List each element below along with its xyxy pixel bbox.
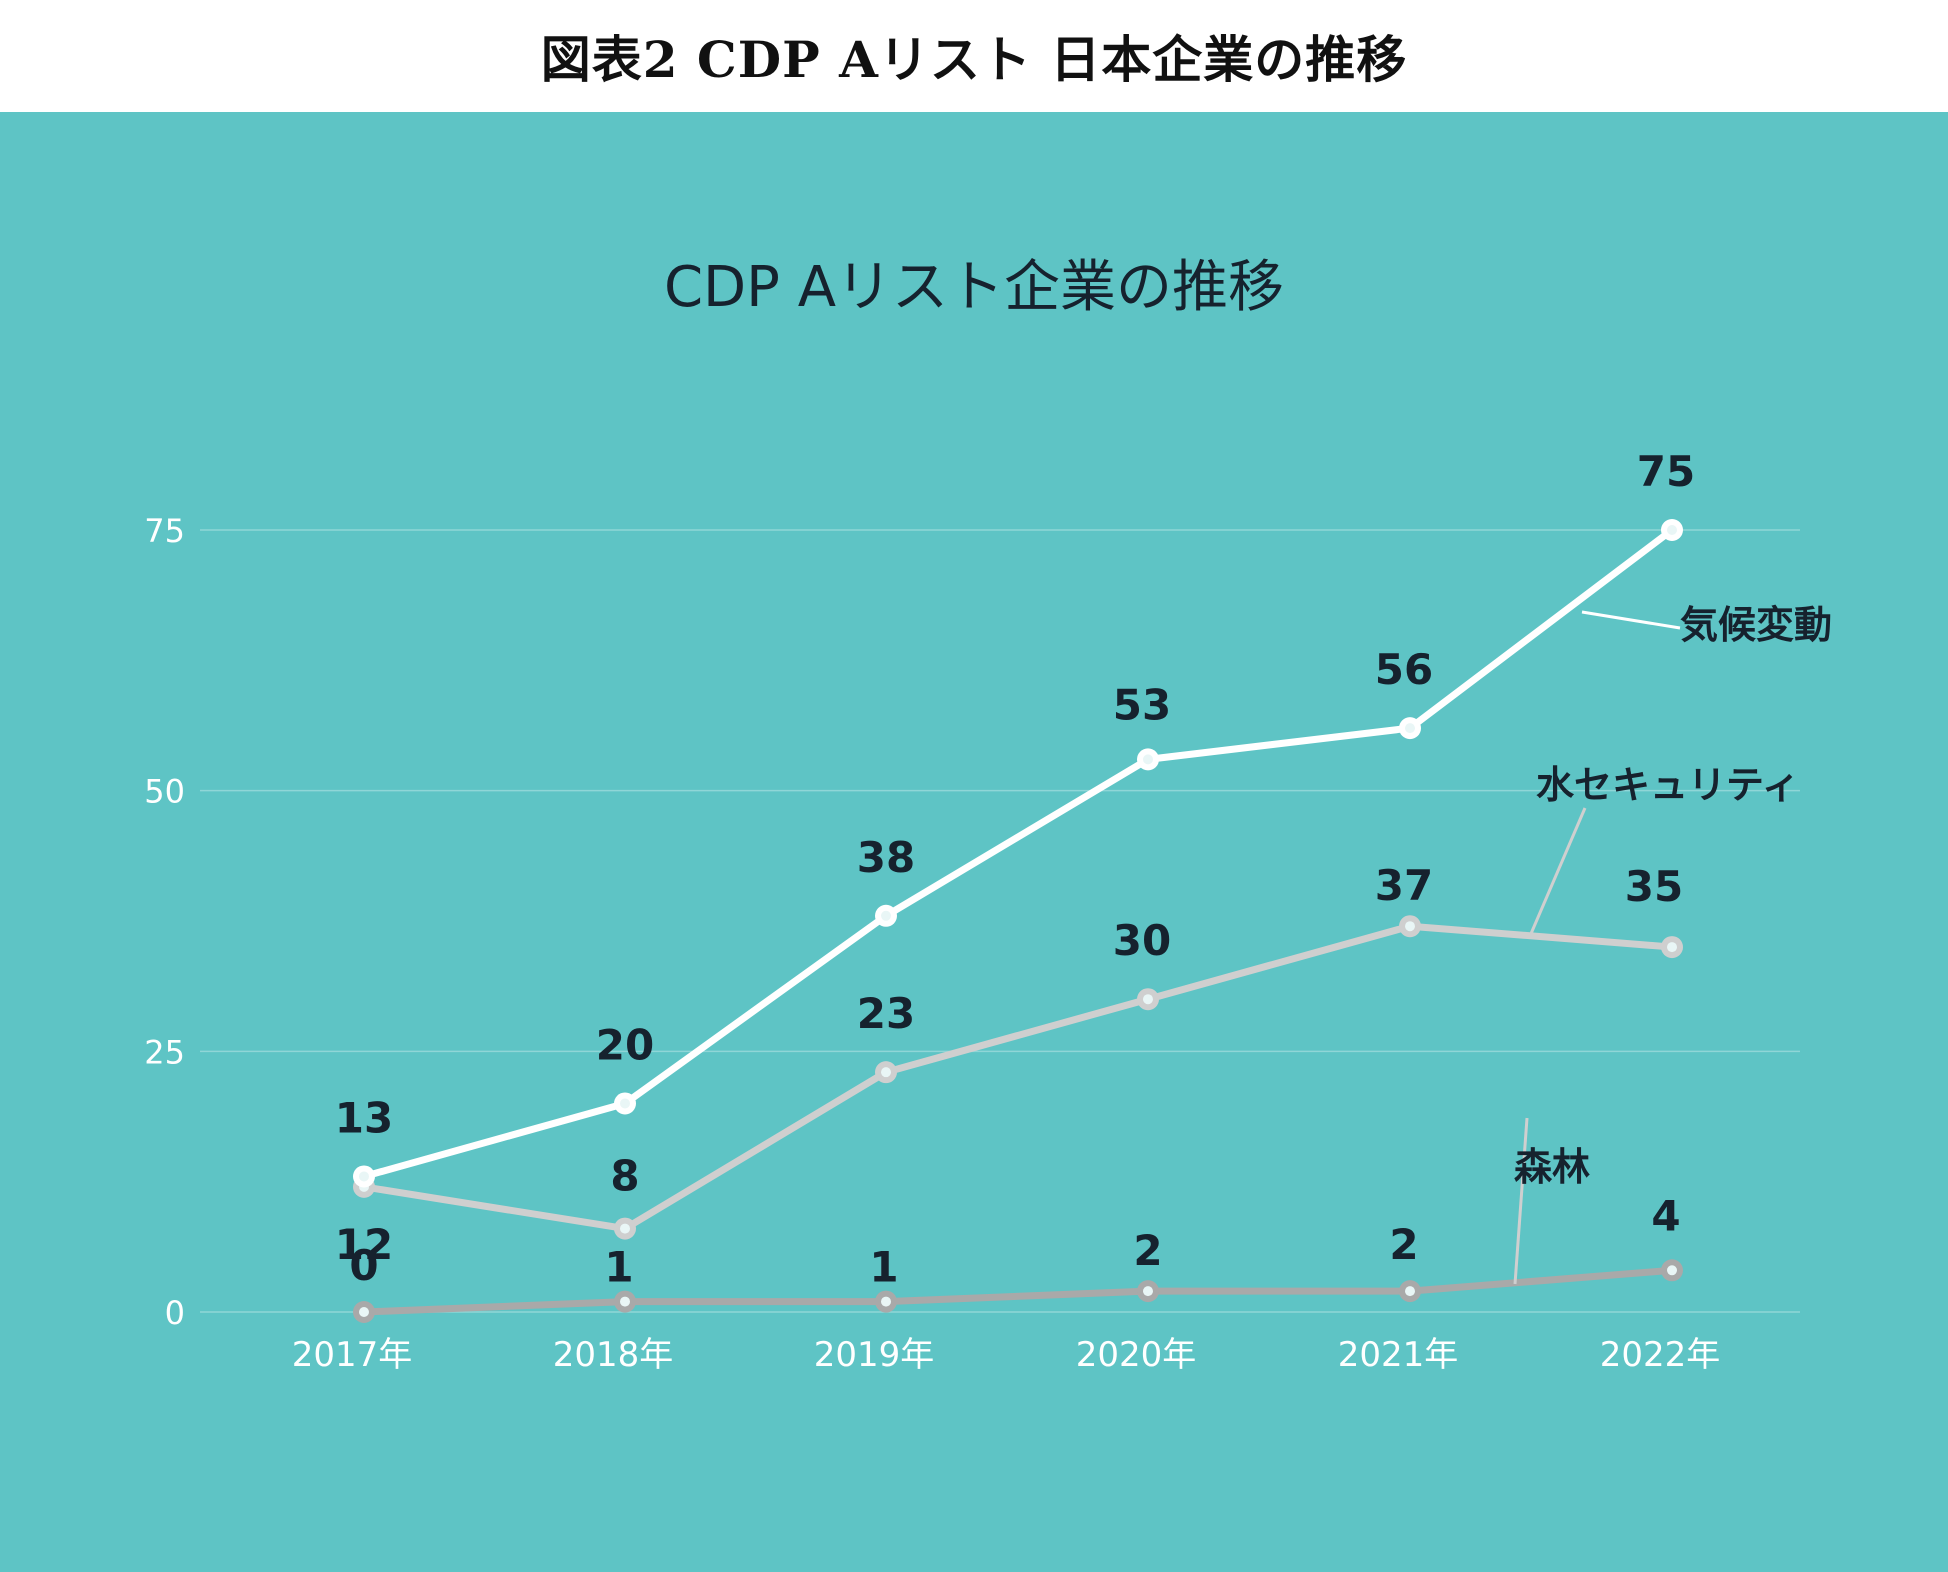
data-label-water: 23 [857, 989, 915, 1038]
data-label-forest: 0 [349, 1241, 378, 1290]
x-tick-label: 2020年 [1076, 1335, 1197, 1375]
point-center-water [620, 1223, 630, 1234]
x-tick-label: 2019年 [814, 1335, 935, 1375]
data-label-climate: 56 [1375, 645, 1433, 694]
x-tick-label: 2017年 [292, 1335, 413, 1375]
chart-panel [0, 112, 1948, 1572]
data-label-climate: 38 [857, 833, 915, 882]
point-center-climate [620, 1098, 630, 1109]
point-center-forest [1667, 1265, 1677, 1276]
point-center-climate [881, 910, 891, 921]
x-tick-label: 2018年 [553, 1335, 674, 1375]
chart-title: CDP Aリスト企業の推移 [664, 255, 1284, 320]
series-name-forest: 森林 [1514, 1145, 1590, 1189]
series-line-forest [363, 1266, 1673, 1316]
point-center-water [1143, 994, 1153, 1005]
point-center-water [1667, 942, 1677, 953]
data-label-forest: 1 [604, 1243, 633, 1292]
leader-line-forest [1513, 1117, 1529, 1285]
point-center-forest [620, 1296, 630, 1307]
data-label-water: 35 [1625, 862, 1683, 911]
x-axis-ticks: 2017年 2018年 2019年 2020年 2021年 2022年 [292, 1335, 1721, 1375]
data-label-forest: 2 [1133, 1226, 1162, 1275]
point-center-climate [1667, 525, 1677, 535]
point-center-forest [359, 1307, 369, 1317]
data-label-forest: 4 [1651, 1191, 1680, 1240]
data-label-forest: 1 [869, 1243, 898, 1292]
gridlines [200, 529, 1800, 1313]
data-label-water: 37 [1375, 861, 1433, 910]
point-center-forest [881, 1296, 891, 1307]
leader-line-climate [1581, 610, 1681, 630]
y-tick-label: 50 [144, 773, 185, 811]
y-tick-label: 0 [165, 1294, 185, 1332]
y-tick-label: 25 [144, 1033, 185, 1071]
leader-line-water [1528, 807, 1587, 937]
x-tick-label: 2021年 [1338, 1335, 1459, 1375]
y-tick-label: 75 [144, 512, 185, 550]
figure-title: 図表2 CDP Aリスト 日本企業の推移 [540, 30, 1408, 89]
point-center-water [1405, 921, 1415, 932]
series-line-climate [363, 527, 1675, 1180]
data-label-climate: 75 [1637, 447, 1695, 496]
data-label-water: 12 [335, 1220, 393, 1269]
data-label-climate: 53 [1113, 680, 1171, 729]
point-center-forest [1405, 1286, 1415, 1297]
point-center-climate [1405, 723, 1415, 734]
data-label-water: 30 [1113, 916, 1171, 965]
data-label-forest: 2 [1389, 1220, 1418, 1269]
point-center-forest [1143, 1286, 1153, 1297]
point-center-climate [1143, 754, 1153, 765]
series-name-climate: 気候変動 [1680, 603, 1832, 647]
y-axis-ticks: 0 25 50 75 [144, 512, 185, 1332]
data-label-climate: 20 [596, 1020, 654, 1069]
point-center-climate [359, 1171, 369, 1182]
data-label-climate: 13 [335, 1093, 393, 1142]
x-tick-label: 2022年 [1600, 1335, 1721, 1375]
series-line-water [363, 922, 1673, 1233]
data-label-water: 8 [610, 1152, 639, 1201]
figure-header: 図表2 CDP Aリスト 日本企業の推移 [0, 0, 1948, 112]
series-name-water: 水セキュリティ [1536, 763, 1800, 807]
point-center-water [881, 1067, 891, 1078]
series-lines [353, 519, 1683, 1323]
